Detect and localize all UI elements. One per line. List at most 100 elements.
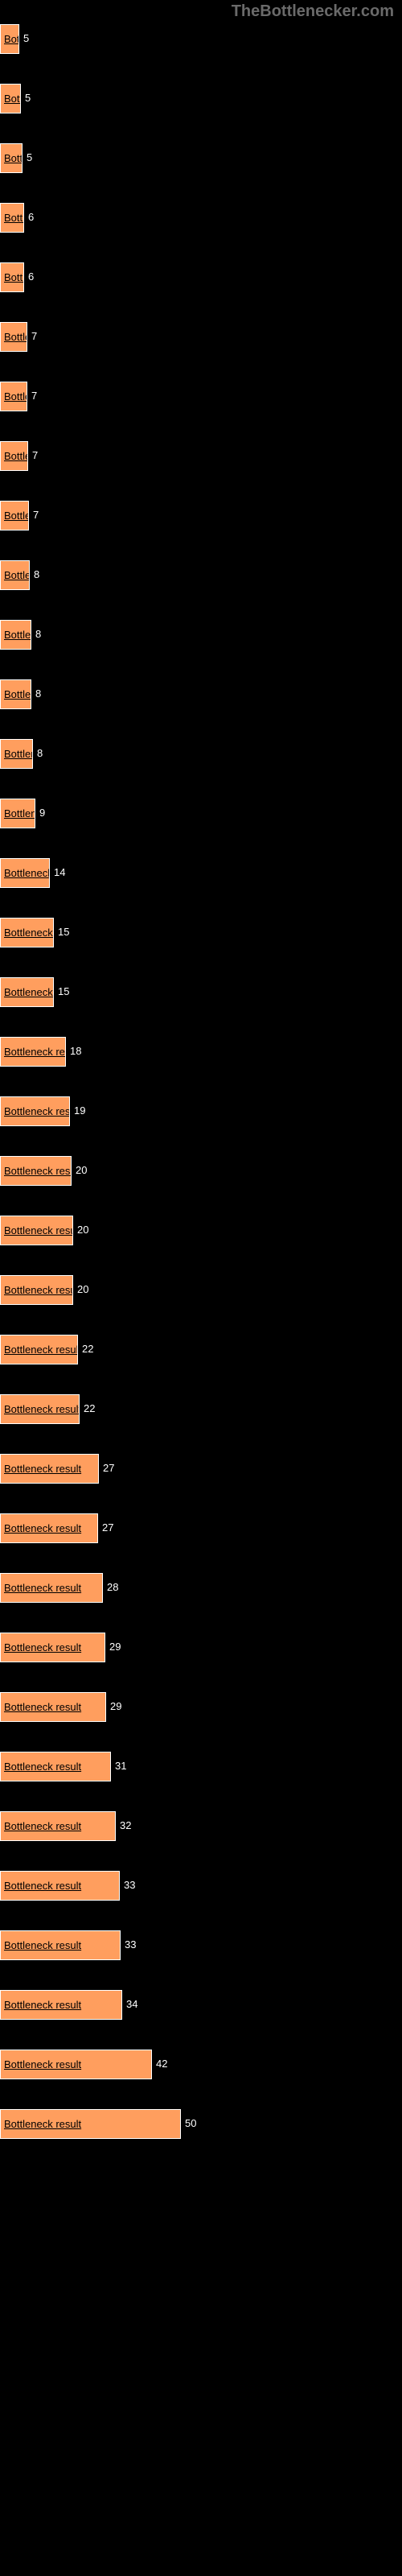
bar-row: Bottleneck result 29 [0,1633,402,1662]
bar-row: Bottleneck result 42 [0,2050,402,2079]
bar-link[interactable]: Bottleneck result [0,1573,103,1603]
bar-value: 8 [35,628,41,640]
bar-row: Bottleneck result 7 [0,441,402,471]
bar-link[interactable]: Bottleneck result [0,1692,106,1722]
bar-row: Bottleneck result 6 [0,203,402,233]
bar-value: 22 [84,1402,95,1414]
bar-value: 20 [77,1224,88,1236]
bottleneck-chart: Bottleneck result5Bottleneck result5Bott… [0,0,402,2193]
bar-link[interactable]: Bottleneck result [0,2050,152,2079]
bar-link[interactable]: Bottleneck result [0,1811,116,1841]
bar-row: Bottleneck result 33 [0,1871,402,1901]
bar-link[interactable]: Bottleneck result [0,322,27,352]
bar-value: 6 [28,211,34,223]
bar-value: 20 [77,1283,88,1295]
bar-link[interactable]: Bottleneck result [0,1335,78,1364]
bar-link[interactable]: Bottleneck result [0,560,30,590]
bar-link[interactable]: Bottleneck result [0,1394,80,1424]
bar-value: 29 [109,1641,121,1653]
bar-value: 18 [70,1045,81,1057]
bar-row: Bottleneck result 20 [0,1275,402,1305]
bar-value: 27 [103,1462,114,1474]
bar-link[interactable]: Bottleneck result [0,799,35,828]
bar-value: 22 [82,1343,93,1355]
bar-link[interactable]: Bottleneck result [0,1752,111,1781]
bar-link[interactable]: Bottleneck result [0,1275,73,1305]
bar-row: Bottleneck result 28 [0,1573,402,1603]
bar-link[interactable]: Bottleneck result [0,679,31,709]
bar-value: 15 [58,926,69,938]
bar-link[interactable]: Bottleneck result [0,382,27,411]
bar-value: 8 [34,568,39,580]
bar-link[interactable]: Bottleneck result [0,977,54,1007]
bar-row: Bottleneck result 34 [0,1990,402,2020]
bar-row: Bottleneck result15 [0,977,402,1007]
bar-link[interactable]: Bottleneck result [0,1871,120,1901]
bar-row: Bottleneck result32 [0,1811,402,1841]
bar-value: 50 [185,2117,196,2129]
bar-value: 33 [124,1879,135,1891]
bar-row: Bottleneck result 8 [0,620,402,650]
bar-link[interactable]: Bottleneck result [0,1633,105,1662]
bar-link[interactable]: Bottleneck result [0,1990,122,2020]
bar-value: 7 [33,509,39,521]
bar-value: 8 [35,687,41,700]
bar-row: Bottleneck result 7 [0,322,402,352]
bar-link[interactable]: Bottleneck result [0,1037,66,1067]
bar-value: 7 [31,390,37,402]
bar-row: Bottleneck result 7 [0,382,402,411]
bar-row: Bottleneck result 6 [0,262,402,292]
bar-link[interactable]: Bottleneck result [0,143,23,173]
bar-value: 5 [23,32,29,44]
bar-link[interactable]: Bottleneck result [0,203,24,233]
bar-row: Bottleneck result 27 [0,1513,402,1543]
bar-row: Bottleneck result 15 [0,918,402,947]
bar-value: 14 [54,866,65,878]
bar-value: 8 [37,747,43,759]
bar-row: Bottleneck result 33 [0,1930,402,1960]
bar-link[interactable]: Bottleneck result [0,858,50,888]
bar-row: Bottleneck result 9 [0,799,402,828]
bar-row: Bottleneck result 5 [0,24,402,54]
bar-link[interactable]: Bottleneck result [0,1454,99,1484]
bar-link[interactable]: Bottleneck result [0,24,19,54]
bar-link[interactable]: Bottleneck result [0,1096,70,1126]
bar-row: Bottleneck result 31 [0,1752,402,1781]
bar-link[interactable]: Bottleneck result [0,441,28,471]
bar-value: 27 [102,1521,113,1534]
bar-row: Bottleneck result 50 [0,2109,402,2139]
bar-value: 6 [28,270,34,283]
bar-row: Bottleneck result 18 [0,1037,402,1067]
bar-link[interactable]: Bottleneck result [0,1216,73,1245]
bar-link[interactable]: Bottleneck result [0,84,21,114]
bar-row: Bottleneck result 20 [0,1156,402,1186]
watermark: TheBottlenecker.com [232,2,394,21]
bar-value: 33 [125,1938,136,1951]
bar-value: 29 [110,1700,121,1712]
bar-value: 31 [115,1760,126,1772]
bar-link[interactable]: Bottleneck result [0,620,31,650]
bar-row: Bottleneck result 22 [0,1394,402,1424]
bar-value: 20 [76,1164,87,1176]
bar-value: 7 [32,449,38,461]
bar-link[interactable]: Bottleneck result [0,1930,121,1960]
bar-value: 28 [107,1581,118,1593]
bar-link[interactable]: Bottleneck result [0,918,54,947]
bar-value: 42 [156,2058,167,2070]
bar-row: Bottleneck result 8 [0,560,402,590]
bar-link[interactable]: Bottleneck result [0,1156,72,1186]
bar-value: 34 [126,1998,137,2010]
bar-link[interactable]: Bottleneck result [0,262,24,292]
bar-row: Bottleneck result 20 [0,1216,402,1245]
bar-value: 7 [31,330,37,342]
bar-link[interactable]: Bottleneck result [0,1513,98,1543]
bar-row: Bottleneck result 8 [0,739,402,769]
bar-value: 5 [25,92,31,104]
bar-value: 9 [39,807,45,819]
bar-link[interactable]: Bottleneck result [0,501,29,530]
bar-link[interactable]: Bottleneck result [0,739,33,769]
bar-row: Bottleneck result 29 [0,1692,402,1722]
bar-value: 19 [74,1104,85,1117]
bar-link[interactable]: Bottleneck result [0,2109,181,2139]
bar-row: Bottleneck result 7 [0,501,402,530]
